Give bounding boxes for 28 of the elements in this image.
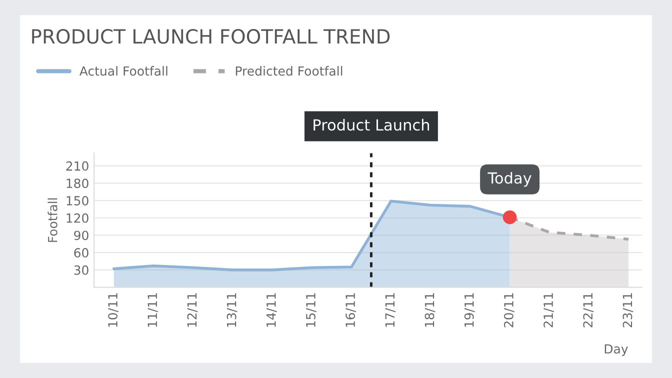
annotation: Today xyxy=(488,172,532,187)
y-tick-label: 90 xyxy=(74,230,88,240)
x-tick-label: 23/11 xyxy=(622,293,634,328)
x-tick-label: 14/11 xyxy=(266,293,277,327)
y-tick-label: 60 xyxy=(74,248,88,258)
x-tick-label: 13/11 xyxy=(226,293,238,327)
x-tick-label: 19/11 xyxy=(464,293,475,327)
y-tick-label: 180 xyxy=(66,178,88,188)
y-tick-label: 120 xyxy=(66,213,88,223)
legend-label: Predicted Footfall xyxy=(236,66,342,76)
y-tick-label: 150 xyxy=(66,196,88,206)
x-tick-label: 16/11 xyxy=(346,293,356,327)
y-tick-label: 30 xyxy=(74,265,88,275)
x-tick-label: 15/11 xyxy=(306,293,316,327)
y-axis-title: Footfall xyxy=(48,198,58,242)
x-tick-label: 22/11 xyxy=(583,293,594,328)
x-tick-label: 21/11 xyxy=(544,293,554,328)
y-tick-label: 210 xyxy=(66,161,88,171)
x-tick-label: 12/11 xyxy=(187,293,198,327)
legend-label: Actual Footfall xyxy=(79,66,168,76)
ref-line-label: Product Launch xyxy=(314,118,430,131)
x-tick-label: 11/11 xyxy=(148,293,158,327)
x-tick-label: 17/11 xyxy=(385,293,396,327)
x-axis-title: Day xyxy=(604,344,628,356)
x-tick-label: 10/11 xyxy=(108,293,118,327)
x-tick-label: 20/11 xyxy=(504,293,514,328)
x-tick-label: 18/11 xyxy=(424,293,436,327)
chart-title: PRODUCT LAUNCH FOOTFALL TREND xyxy=(32,29,390,44)
